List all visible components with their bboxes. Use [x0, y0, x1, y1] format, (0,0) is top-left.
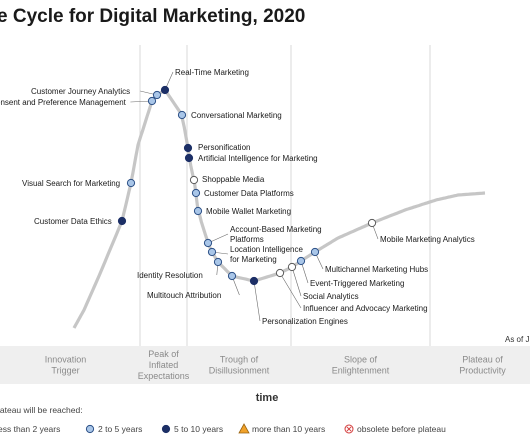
- point-consent-and-preference-management: [147, 96, 157, 106]
- label-event-triggered-marketing: Event-Triggered Marketing: [310, 279, 404, 288]
- label-influencer-and-advocacy-marketing: Influencer and Advocacy Marketing: [303, 304, 428, 313]
- point-social-analytics: [287, 262, 297, 272]
- data-labels: Customer Data Ethics Visual Search for Ma…: [0, 68, 475, 326]
- leader-line: [291, 266, 302, 297]
- legend-dot: [161, 424, 171, 434]
- point-visual-search-for-marketing: [126, 178, 136, 188]
- legend-dot: [85, 424, 95, 434]
- label-customer-journey-analytics: Customer Journey Analytics: [31, 87, 130, 96]
- legend-label: ess than 2 years: [0, 424, 60, 434]
- phase-dividers: [139, 45, 431, 384]
- point-shoppable-media: [189, 175, 199, 185]
- phase-band-bg: [0, 346, 530, 384]
- leader-line: [279, 272, 302, 309]
- label-account-based-marketing-platforms: Account-Based Marketing Platforms: [230, 225, 322, 244]
- label-real-time-marketing: Real-Time Marketing: [175, 68, 249, 77]
- point-event-triggered-marketing: [296, 256, 306, 266]
- point-multichannel-marketing-hubs: [310, 247, 320, 257]
- label-artificial-intelligence-for-marketing: Artificial Intelligence for Marketing: [198, 154, 318, 163]
- point-influencer-and-advocacy-marketing: [275, 268, 285, 278]
- phase-label: Trough of: [220, 355, 259, 365]
- point-location-intelligence-for-marketing: [207, 247, 217, 257]
- point-personalization-engines: [249, 276, 259, 286]
- point-customer-journey-analytics: [152, 90, 162, 100]
- point-customer-data-ethics: [117, 216, 127, 226]
- label-personification: Personification: [198, 143, 250, 152]
- label-multitouch-attribution: Multitouch Attribution: [147, 291, 221, 300]
- legend-title: lateau will be reached:: [0, 405, 83, 415]
- label-identity-resolution: Identity Resolution: [137, 271, 203, 280]
- point-identity-resolution: [213, 257, 223, 267]
- phase-label: Peak of: [148, 349, 179, 359]
- chart-title: e Cycle for Digital Marketing, 2020: [0, 6, 305, 27]
- phase-label: Enlightenment: [332, 366, 390, 376]
- phase-label: Innovation: [45, 355, 87, 365]
- point-mobile-wallet-marketing: [193, 206, 203, 216]
- point-conversational-marketing: [177, 110, 187, 120]
- label-visual-search-for-marketing: Visual Search for Marketing: [22, 179, 120, 188]
- point-mobile-marketing-analytics: [367, 218, 377, 228]
- label-conversational-marketing: Conversational Marketing: [191, 111, 282, 120]
- point-account-based-marketing-platforms: [203, 238, 213, 248]
- label-social-analytics: Social Analytics: [303, 292, 359, 301]
- legend-label: more than 10 years: [252, 424, 325, 434]
- point-multitouch-attribution: [227, 271, 237, 281]
- phase-label: Trigger: [51, 366, 79, 376]
- as-of-note: As of J: [505, 335, 529, 344]
- label-multichannel-marketing-hubs: Multichannel Marketing Hubs: [325, 265, 428, 274]
- label-customer-data-platforms: Customer Data Platforms: [204, 189, 294, 198]
- phase-label: Productivity: [459, 366, 506, 376]
- data-points: [117, 85, 377, 286]
- legend-label: obsolete before plateau: [357, 424, 446, 434]
- legend-label: 5 to 10 years: [174, 424, 223, 434]
- x-axis-label: time: [256, 392, 279, 404]
- phase-label: Disillusionment: [209, 366, 270, 376]
- label-location-intelligence-for-marketing: Location Intelligence for Marketing: [230, 245, 303, 264]
- label-consent-and-preference-management: onsent and Preference Management: [0, 98, 127, 107]
- label-mobile-marketing-analytics: Mobile Marketing Analytics: [380, 235, 475, 244]
- leader-line: [253, 280, 261, 322]
- legend-label: 2 to 5 years: [98, 424, 142, 434]
- phase-label: Expectations: [138, 371, 190, 381]
- point-artificial-intelligence-for-marketing: [184, 153, 194, 163]
- phase-label: Inflated: [149, 360, 179, 370]
- point-personification: [183, 143, 193, 153]
- label-customer-data-ethics: Customer Data Ethics: [34, 217, 112, 226]
- point-real-time-marketing: [160, 85, 170, 95]
- legend: ess than 2 years 2 to 5 years 5 to 10 year…: [0, 423, 446, 434]
- label-shoppable-media: Shoppable Media: [202, 175, 265, 184]
- phase-label: Slope of: [344, 355, 378, 365]
- label-mobile-wallet-marketing: Mobile Wallet Marketing: [206, 207, 291, 216]
- point-customer-data-platforms: [191, 188, 201, 198]
- legend-triangle: [238, 423, 250, 434]
- phase-label: Plateau of: [462, 355, 503, 365]
- label-personalization-engines: Personalization Engines: [262, 317, 348, 326]
